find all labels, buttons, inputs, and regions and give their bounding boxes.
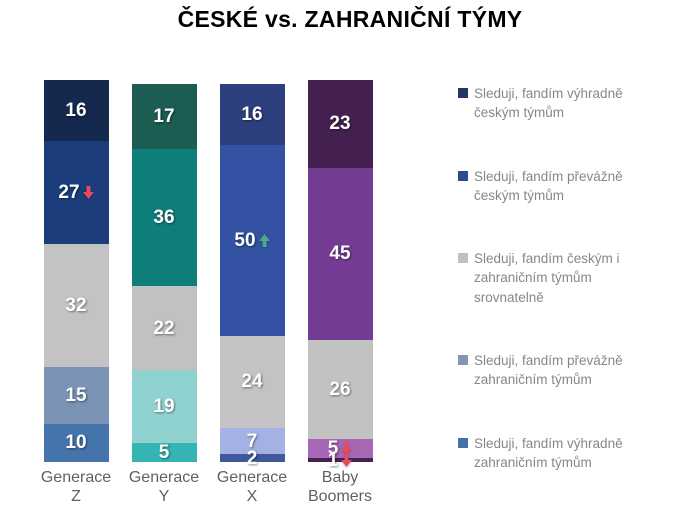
segment-value-label: 10 [65, 432, 87, 454]
stacked-bar: 16 50 24 7 2 [219, 83, 285, 468]
bar-segment: 32 [43, 244, 109, 367]
bar-segment: 45 [307, 167, 373, 340]
bar-segment: 23 [307, 80, 373, 168]
trend-down-arrow-icon [341, 453, 353, 467]
bar-segment: 36 [131, 148, 197, 287]
legend-item: Sleduji, fandím převážně českým týmům [458, 167, 696, 205]
category-axis-label: Baby Boomers [307, 469, 373, 506]
bar-column-generace-x: 16 50 24 7 2 Generace X [208, 80, 296, 505]
segment-value-label: 50 [234, 229, 256, 251]
bar-segment: 1 [307, 451, 373, 470]
segment-value-label: 15 [65, 384, 87, 406]
bar-segment: 24 [219, 335, 285, 428]
bar-segment: 17 [131, 83, 197, 149]
segment-value-label: 2 [246, 447, 258, 469]
bar-segment: 7 [219, 427, 285, 455]
segment-value-label: 24 [241, 371, 263, 393]
bar-column-generace-z: 16 27 32 15 10 Generace Z [32, 80, 120, 505]
bar-segment: 27 [43, 141, 109, 245]
stacked-bar-group: 16 27 32 15 10 Generace Z 17 36 22 19 5 Generace Y 16 5… [32, 80, 384, 505]
segment-value-label: 1 [327, 449, 339, 471]
legend-label: Sleduji, fandím českým i zahraničním tým… [474, 251, 620, 305]
segment-value-label: 23 [329, 113, 351, 135]
bar-segment: 15 [43, 366, 109, 424]
bar-segment: 50 [219, 144, 285, 336]
stacked-bar: 23 45 26 5 1 [307, 80, 373, 470]
bar-column-generace-y: 17 36 22 19 5 Generace Y [120, 80, 208, 505]
legend-label: Sleduji, fandím výhradně českým týmům [474, 86, 623, 121]
trend-down-arrow-icon [82, 186, 94, 200]
legend-item: Sleduji, fandím českým i zahraničním tým… [458, 249, 696, 306]
segment-value-label: 7 [246, 430, 258, 452]
segment-value-label: 16 [65, 100, 87, 122]
legend-swatch-icon [458, 355, 468, 366]
bar-column-baby-boomers: 23 45 26 5 1 Baby Boomers [296, 80, 384, 505]
bar-segment: 19 [131, 370, 197, 443]
segment-value-label: 45 [329, 243, 351, 265]
segment-value-label: 27 [58, 182, 80, 204]
bar-segment: 26 [307, 339, 373, 440]
stacked-bar: 17 36 22 19 5 [131, 83, 197, 463]
chart-title: ČESKÉ vs. ZAHRANIČNÍ TÝMY [177, 6, 523, 32]
segment-value-label: 22 [153, 317, 175, 339]
category-axis-label: Generace X [216, 469, 288, 506]
legend-item: Sleduji, fandím výhradně zahraničním tým… [458, 434, 696, 472]
bar-segment: 22 [131, 286, 197, 371]
legend-swatch-icon [458, 437, 468, 448]
segment-value-label: 32 [65, 294, 87, 316]
legend-label: Sleduji, fandím převážně zahraničním tým… [474, 353, 623, 388]
legend-item: Sleduji, fandím výhradně českým týmům [458, 84, 696, 122]
bar-segment: 5 [131, 441, 197, 463]
legend-item: Sleduji, fandím převážně zahraničním tým… [458, 351, 696, 389]
bar-segment: 5 [307, 438, 373, 460]
segment-value-label: 5 [327, 438, 339, 460]
legend-swatch-icon [458, 253, 468, 264]
segment-value-label: 17 [153, 105, 175, 127]
legend-swatch-icon [458, 170, 468, 181]
bar-segment: 16 [219, 83, 285, 145]
segment-value-label: 26 [329, 378, 351, 400]
legend-label: Sleduji, fandím výhradně zahraničním tým… [474, 435, 623, 470]
category-axis-label: Generace Z [40, 469, 112, 506]
stacked-bar: 16 27 32 15 10 [43, 80, 109, 462]
bar-segment: 16 [43, 80, 109, 142]
segment-value-label: 19 [153, 396, 175, 418]
bar-segment: 2 [219, 449, 285, 468]
trend-down-arrow-icon [341, 442, 353, 456]
legend-swatch-icon [458, 88, 468, 98]
legend-label: Sleduji, fandím převážně českým týmům [474, 168, 623, 203]
segment-value-label: 16 [241, 103, 263, 125]
trend-up-arrow-icon [258, 233, 270, 247]
chart-legend: Sleduji, fandím výhradně českým týmům Sle… [458, 84, 696, 472]
category-axis-label: Generace Y [128, 469, 200, 506]
segment-value-label: 5 [158, 441, 170, 463]
bar-segment: 10 [43, 423, 109, 462]
segment-value-label: 36 [153, 207, 175, 229]
